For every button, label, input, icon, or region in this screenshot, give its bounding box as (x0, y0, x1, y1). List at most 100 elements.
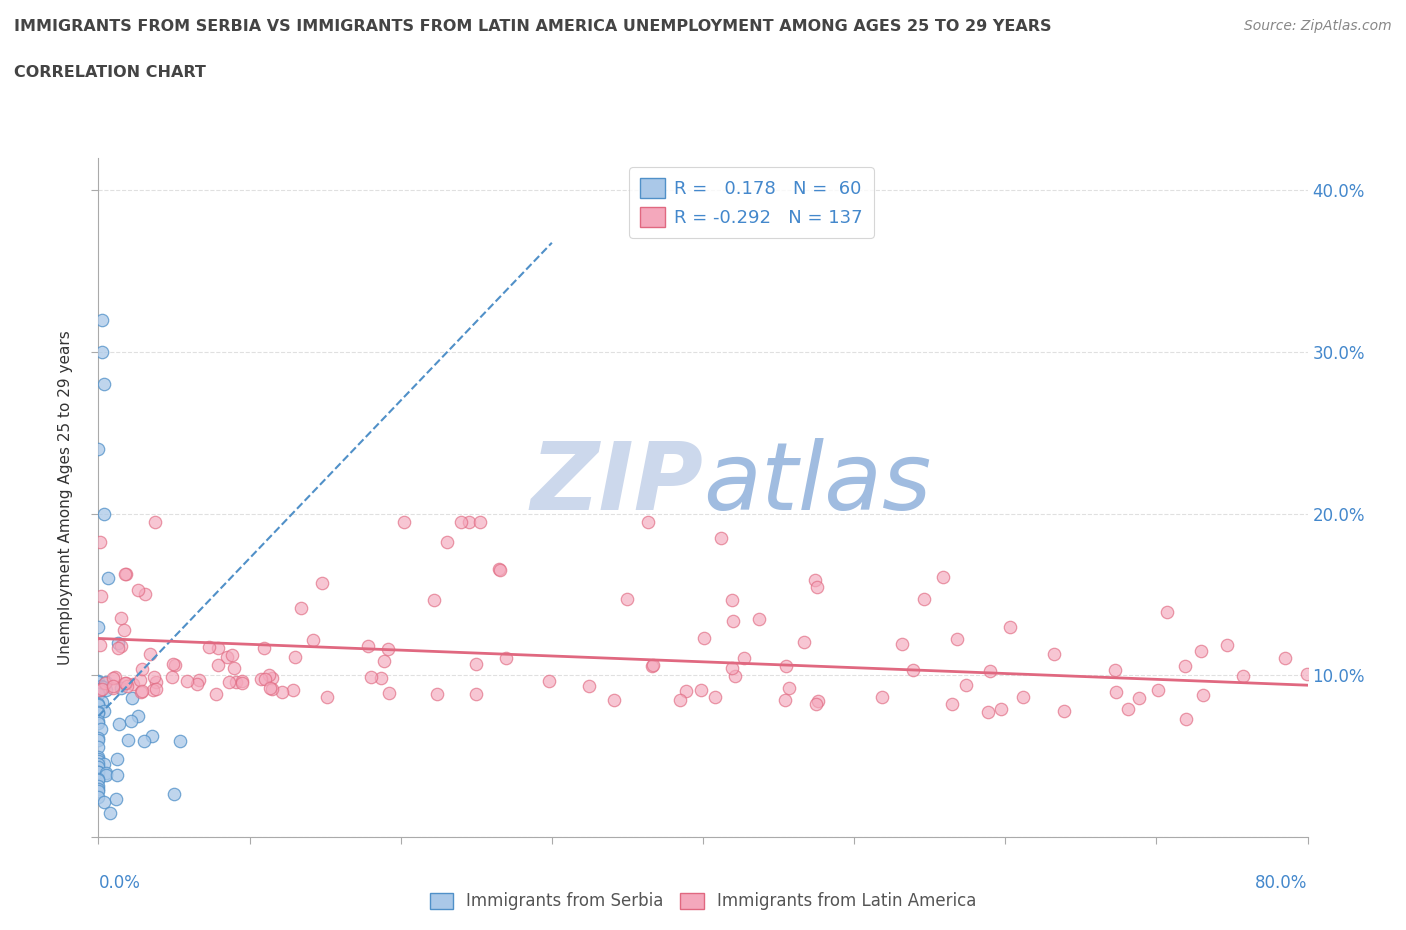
Point (1105, 684, 1128, 699)
Point (578, 679, 600, 694)
Point (377, 642, 399, 657)
Point (101, 681, 124, 696)
Point (169, 733, 191, 748)
Point (90, 679, 112, 694)
Point (218, 674, 240, 689)
Point (465, 657, 488, 671)
Point (89, 683, 111, 698)
Point (641, 659, 664, 674)
Point (93, 377, 115, 392)
Point (458, 514, 481, 529)
Point (129, 672, 152, 687)
Point (87, 731, 110, 746)
Point (357, 638, 380, 653)
Point (283, 683, 305, 698)
Point (231, 676, 253, 691)
Point (1174, 711, 1197, 726)
Point (793, 634, 815, 649)
Point (127, 582, 149, 597)
Point (87, 732, 110, 747)
Point (94, 768, 117, 783)
Point (778, 681, 800, 696)
Point (114, 566, 136, 581)
Point (221, 647, 243, 662)
Point (94, 683, 117, 698)
Point (93, 704, 115, 719)
Point (249, 671, 271, 686)
Point (117, 733, 139, 748)
Point (101, 671, 124, 686)
Text: 0.0%: 0.0% (98, 874, 141, 893)
Point (87, 687, 110, 702)
Point (378, 685, 401, 700)
Point (426, 686, 449, 701)
Point (87, 764, 110, 779)
Text: 80.0%: 80.0% (1256, 874, 1308, 893)
Text: IMMIGRANTS FROM SERBIA VS IMMIGRANTS FROM LATIN AMERICA UNEMPLOYMENT AMONG AGES : IMMIGRANTS FROM SERBIA VS IMMIGRANTS FRO… (14, 19, 1052, 33)
Point (724, 669, 747, 684)
Point (253, 640, 276, 655)
Point (100, 805, 122, 820)
Point (1104, 663, 1126, 678)
Point (93, 794, 115, 809)
Point (89, 535, 111, 550)
Point (262, 671, 284, 685)
Point (131, 684, 153, 699)
Point (283, 649, 305, 664)
Point (87, 754, 110, 769)
Point (110, 639, 132, 654)
Point (891, 636, 914, 651)
Point (733, 650, 755, 665)
Point (114, 675, 136, 690)
Point (91, 682, 114, 697)
Point (204, 687, 226, 702)
Point (775, 658, 797, 673)
Point (112, 622, 135, 637)
Point (131, 662, 153, 677)
Point (931, 569, 953, 584)
Point (87, 764, 110, 779)
Point (115, 566, 138, 581)
Point (94, 675, 117, 690)
Point (89, 638, 111, 653)
Point (222, 661, 245, 676)
Point (945, 631, 967, 646)
Point (87, 673, 110, 688)
Point (370, 671, 392, 685)
Point (87, 740, 110, 755)
Point (1274, 651, 1296, 666)
Point (271, 684, 294, 699)
Point (91, 345, 114, 360)
Point (710, 530, 733, 545)
Point (217, 649, 239, 664)
Point (103, 679, 125, 694)
Point (104, 791, 127, 806)
Point (1118, 702, 1140, 717)
Point (90, 695, 112, 710)
Point (115, 676, 138, 691)
Point (87, 772, 110, 787)
Point (87, 619, 110, 634)
Point (127, 708, 149, 723)
Point (465, 686, 488, 701)
Point (87, 759, 110, 774)
Point (804, 697, 827, 711)
Point (87, 697, 110, 711)
Point (94, 675, 117, 690)
Point (1189, 644, 1212, 658)
Point (142, 683, 165, 698)
Point (806, 579, 828, 594)
Point (207, 658, 229, 672)
Point (90, 589, 112, 604)
Point (225, 675, 247, 690)
Point (955, 678, 977, 693)
Point (162, 657, 184, 671)
Point (804, 573, 827, 588)
Point (1053, 704, 1076, 719)
Point (142, 670, 165, 684)
Point (692, 631, 714, 645)
Point (1156, 604, 1178, 619)
Point (301, 632, 323, 647)
Point (720, 660, 742, 675)
Point (373, 654, 395, 669)
